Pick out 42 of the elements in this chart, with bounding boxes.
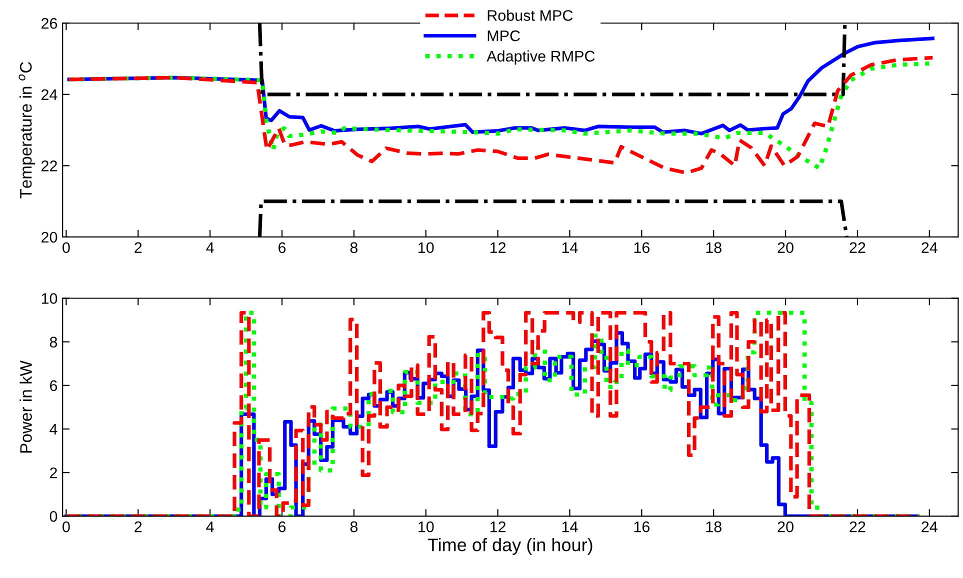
x-tick-label: 18 [706, 242, 722, 254]
x-tick-label: 12 [490, 242, 506, 253]
legend-label: Adaptive RMPC [486, 50, 595, 65]
x-tick-label: 12 [490, 521, 506, 532]
x-tick-label: 16 [634, 242, 650, 254]
x-tick-label: 10 [418, 242, 434, 254]
y-tick-label: 4 [50, 424, 58, 435]
x-tick-label: 20 [778, 242, 794, 254]
x-tick-label: 8 [350, 521, 358, 532]
x-tick-label: 2 [134, 242, 142, 253]
x-tick-label: 4 [206, 522, 214, 532]
y-tick-label: 8 [50, 336, 58, 348]
x-tick-label: 16 [634, 521, 650, 532]
y-tick-label: 2 [50, 467, 57, 478]
y-tick-label: 22 [42, 160, 57, 172]
x-tick-label: 24 [922, 521, 938, 532]
y-tick-label: 0 [50, 511, 58, 522]
x-tick-label: 4 [206, 242, 214, 253]
y-tick-label: 20 [42, 232, 58, 243]
x-tick-label: 6 [278, 521, 286, 532]
x-axis-title: Time of day (in hour) [428, 538, 592, 555]
x-tick-label: 22 [850, 521, 866, 532]
y-tick-label: 10 [42, 293, 58, 304]
legend-label: MPC [488, 30, 520, 42]
legend-label: Robust MPC [488, 10, 573, 21]
x-tick-label: 8 [350, 242, 358, 254]
x-tick-label: 22 [850, 242, 866, 253]
y-axis-title: Temperature in $^{o}$C [18, 62, 36, 198]
x-tick-label: 10 [418, 521, 434, 532]
x-tick-label: 0 [62, 521, 70, 532]
x-tick-label: 14 [562, 242, 578, 253]
x-tick-label: 14 [562, 522, 578, 532]
y-tick-label: 26 [42, 18, 58, 29]
y-tick-label: 6 [50, 380, 58, 392]
y-tick-label: 24 [42, 89, 58, 100]
x-tick-label: 20 [778, 521, 794, 532]
x-tick-label: 6 [278, 242, 286, 254]
x-tick-label: 24 [922, 242, 938, 253]
x-tick-label: 2 [134, 521, 142, 532]
y-axis-title: Power in kW [20, 360, 32, 453]
x-tick-label: 0 [62, 242, 70, 254]
x-tick-label: 18 [706, 521, 722, 532]
